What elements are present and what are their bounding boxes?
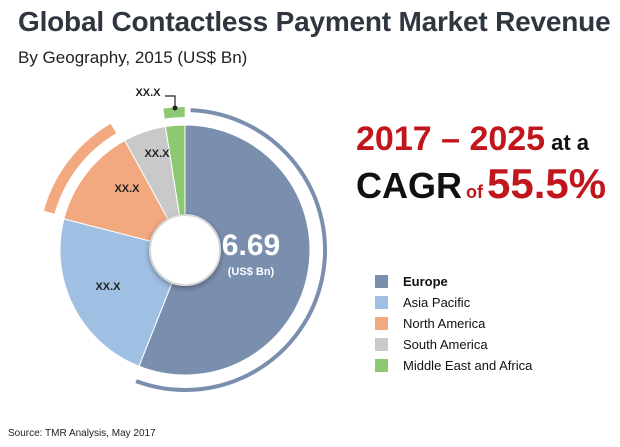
center-unit: (US$ Bn) bbox=[228, 266, 275, 278]
leader-dot-middle-east bbox=[172, 105, 178, 111]
legend-label: Middle East and Africa bbox=[403, 358, 533, 373]
label-middle-east-and-africa: XX.X bbox=[135, 87, 161, 99]
chart-title: Global Contactless Payment Market Revenu… bbox=[18, 6, 611, 37]
legend-swatch bbox=[375, 275, 388, 288]
label-south-america: XX.X bbox=[144, 148, 170, 160]
leader-line-middle-east bbox=[165, 95, 176, 106]
legend-label: North America bbox=[403, 316, 486, 331]
legend-item-middle-east-and-africa: Middle East and Africa bbox=[375, 355, 532, 376]
center-value: 6.69 bbox=[222, 229, 280, 262]
legend-swatch bbox=[375, 359, 388, 372]
chart-legend: Europe Asia Pacific North America South Ame… bbox=[375, 271, 532, 376]
slice-europe bbox=[138, 124, 311, 376]
cagr-period: 2017 – 2025 at a bbox=[356, 120, 589, 159]
legend-swatch bbox=[375, 296, 388, 309]
slice-north-america bbox=[63, 139, 186, 251]
label-north-america: XX.X bbox=[114, 183, 140, 195]
chart-subtitle: By Geography, 2015 (US$ Bn) bbox=[18, 48, 248, 67]
legend-swatch bbox=[375, 338, 388, 351]
legend-item-asia-pacific: Asia Pacific bbox=[375, 292, 532, 313]
cagr-label: CAGR bbox=[356, 165, 462, 206]
ring-europe bbox=[135, 108, 328, 392]
label-asia-pacific: XX.X bbox=[95, 281, 121, 293]
ring-middle-east-and-africa bbox=[163, 107, 185, 119]
legend-label: Asia Pacific bbox=[403, 295, 471, 310]
legend-item-europe: Europe bbox=[375, 271, 532, 292]
donut-hole bbox=[149, 214, 221, 286]
legend-label: Europe bbox=[403, 274, 448, 289]
cagr-rate: 55.5% bbox=[487, 160, 607, 207]
cagr-at-a: at a bbox=[551, 130, 589, 155]
ring-north-america bbox=[43, 123, 117, 214]
legend-label: South America bbox=[403, 337, 488, 352]
cagr-years: 2017 – 2025 bbox=[356, 120, 546, 158]
legend-item-south-america: South America bbox=[375, 334, 532, 355]
legend-item-north-america: North America bbox=[375, 313, 532, 334]
cagr-value: CAGR of55.5% bbox=[356, 160, 606, 208]
source-note: Source: TMR Analysis, May 2017 bbox=[8, 428, 156, 439]
cagr-of: of bbox=[466, 182, 483, 202]
legend-swatch bbox=[375, 317, 388, 330]
